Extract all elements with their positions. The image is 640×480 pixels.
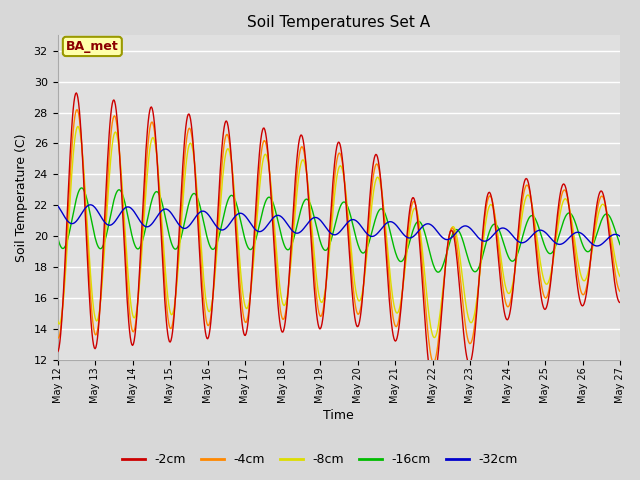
Legend: -2cm, -4cm, -8cm, -16cm, -32cm: -2cm, -4cm, -8cm, -16cm, -32cm xyxy=(117,448,523,471)
Text: BA_met: BA_met xyxy=(66,40,118,53)
Y-axis label: Soil Temperature (C): Soil Temperature (C) xyxy=(15,133,28,262)
Title: Soil Temperatures Set A: Soil Temperatures Set A xyxy=(247,15,430,30)
X-axis label: Time: Time xyxy=(323,409,354,422)
